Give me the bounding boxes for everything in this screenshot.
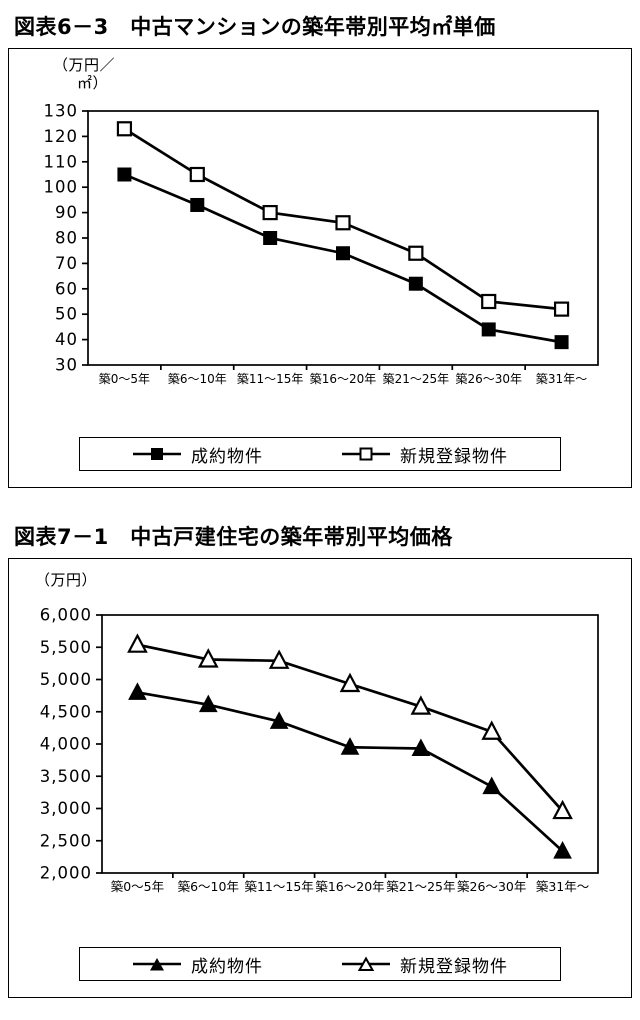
y-axis-label: 2,500 <box>40 831 92 850</box>
series-0-marker <box>482 776 502 795</box>
series-1-marker <box>116 121 133 137</box>
series-1-marker <box>553 301 570 317</box>
x-axis-label: 築11～15年 <box>237 371 304 386</box>
figure-7-1-section: 図表7－1 中古戸建住宅の築年帯別平均価格 （万円） 6,000 5,500 5,0… <box>8 524 632 998</box>
series-1-marker <box>481 720 503 740</box>
series-0-marker <box>336 246 350 261</box>
series-1-marker <box>262 204 278 221</box>
figure-7-1-legend: 成約物件 新規登録物件 <box>79 947 561 981</box>
series-1-marker <box>197 648 219 668</box>
legend-label-contracted: 成約物件 <box>191 956 263 977</box>
series-0-marker <box>198 694 218 713</box>
legend-item-contracted: 成約物件 <box>132 442 263 467</box>
series-0-marker <box>340 737 360 755</box>
y-axis-label: 80 <box>55 229 78 248</box>
series-0-marker <box>553 841 572 859</box>
x-axis-label: 築6～10年 <box>178 879 239 894</box>
y-axis-unit-label: （万円） <box>35 571 97 589</box>
y-axis-label: 5,000 <box>40 670 92 689</box>
x-axis-label: 築0～5年 <box>111 879 164 894</box>
legend-label-contracted: 成約物件 <box>191 446 263 467</box>
legend-label-new-listing: 新規登録物件 <box>400 956 508 977</box>
x-axis-label: 築26～30年 <box>457 879 526 894</box>
legend-label-new-listing: 新規登録物件 <box>400 446 508 467</box>
y-axis-label: 100 <box>44 178 79 197</box>
unit-label-line1: （万円） <box>35 571 98 589</box>
figure-6-3-legend: 成約物件 新規登録物件 <box>79 437 561 471</box>
y-axis-label: 120 <box>44 127 79 146</box>
y-axis-label: 90 <box>55 203 78 222</box>
y-axis-label: 110 <box>44 152 79 171</box>
legend-item-contracted: 成約物件 <box>132 952 263 977</box>
y-axis-label: 50 <box>55 305 78 324</box>
series-0-marker <box>554 335 569 350</box>
x-axis-label: 築31年～ <box>536 879 589 894</box>
series-1-marker <box>410 695 432 715</box>
x-axis-label: 築26～30年 <box>455 371 522 386</box>
series-1-marker <box>339 672 361 693</box>
y-axis-label: 5,500 <box>40 638 92 657</box>
y-axis-unit-label: （万円／ ㎡） <box>53 56 115 92</box>
x-axis-label: 築31年～ <box>536 371 587 386</box>
series-1-marker <box>335 215 351 231</box>
page: 図表6－3 中古マンションの築年帯別平均㎡単価 （万円／ ㎡） 130 120 11… <box>8 14 632 998</box>
figure-6-3-box: （万円／ ㎡） 130 120 110 100 90 80 70 60 50 40 30 築0～5年 築… <box>8 48 632 488</box>
y-axis-label: 70 <box>55 254 78 273</box>
y-axis-label: 60 <box>55 279 78 298</box>
series-1-marker <box>408 245 424 261</box>
figure-6-3-title: 図表6－3 中古マンションの築年帯別平均㎡単価 <box>14 15 496 39</box>
x-axis-label: 築16～20年 <box>315 879 384 894</box>
legend-item-new-listing: 新規登録物件 <box>341 952 508 977</box>
y-axis-label: 4,500 <box>40 702 92 721</box>
filled-square-marker-icon <box>133 448 181 460</box>
series-0-marker <box>481 322 496 337</box>
figure-7-1-box: （万円） 6,000 5,500 5,000 4,500 4,000 3,500 3,000… <box>8 558 632 998</box>
series-1-marker <box>552 799 573 820</box>
figure-6-3-section: 図表6－3 中古マンションの築年帯別平均㎡単価 （万円／ ㎡） 130 120 11… <box>8 14 632 488</box>
legend-item-new-listing: 新規登録物件 <box>341 442 508 467</box>
open-triangle-marker-icon <box>342 956 390 971</box>
series-1-line <box>137 643 564 812</box>
series-0-line <box>137 691 564 853</box>
series-0-marker <box>128 682 147 700</box>
y-axis-label: 2,000 <box>40 864 92 883</box>
y-axis-label: 4,000 <box>40 735 92 754</box>
series-0-marker <box>411 738 431 757</box>
series-1-marker <box>127 633 148 653</box>
open-square-marker-icon <box>342 447 390 461</box>
y-axis-label: 6,000 <box>40 606 92 625</box>
series-0-marker <box>117 167 132 182</box>
series-1-marker <box>481 293 497 310</box>
x-axis-label: 築21～25年 <box>386 879 455 894</box>
y-axis-label: 40 <box>55 330 78 349</box>
house-price-chart: 6,000 5,500 5,000 4,500 4,000 3,500 3,000 2,500… <box>40 606 599 894</box>
series-0-marker <box>190 197 205 212</box>
unit-label-line1: （万円／ <box>53 56 116 74</box>
y-axis-label: 3,500 <box>40 767 92 786</box>
x-axis-label: 築21～25年 <box>383 371 450 386</box>
series-1-marker <box>268 649 290 669</box>
series-0-marker <box>408 276 423 291</box>
series-0-marker <box>263 231 278 245</box>
y-axis-label: 30 <box>55 356 78 375</box>
figure-7-1-title: 図表7－1 中古戸建住宅の築年帯別平均価格 <box>14 525 453 549</box>
plot-border <box>87 110 599 366</box>
x-axis-label: 築16～20年 <box>310 371 377 386</box>
x-axis-label: 築6～10年 <box>168 371 227 386</box>
x-axis-label: 築0～5年 <box>99 371 150 386</box>
series-1-marker <box>189 166 205 183</box>
unit-label-line2: ㎡） <box>77 74 109 92</box>
y-axis-label: 3,000 <box>40 799 92 818</box>
series-0-marker <box>269 711 289 729</box>
condo-sqm-price-chart: 130 120 110 100 90 80 70 60 50 40 30 築0～5年 築6～10年 築11… <box>44 102 599 386</box>
y-axis-label: 130 <box>44 102 79 121</box>
x-axis-label: 築11～15年 <box>244 879 313 894</box>
filled-triangle-marker-icon <box>133 958 181 971</box>
